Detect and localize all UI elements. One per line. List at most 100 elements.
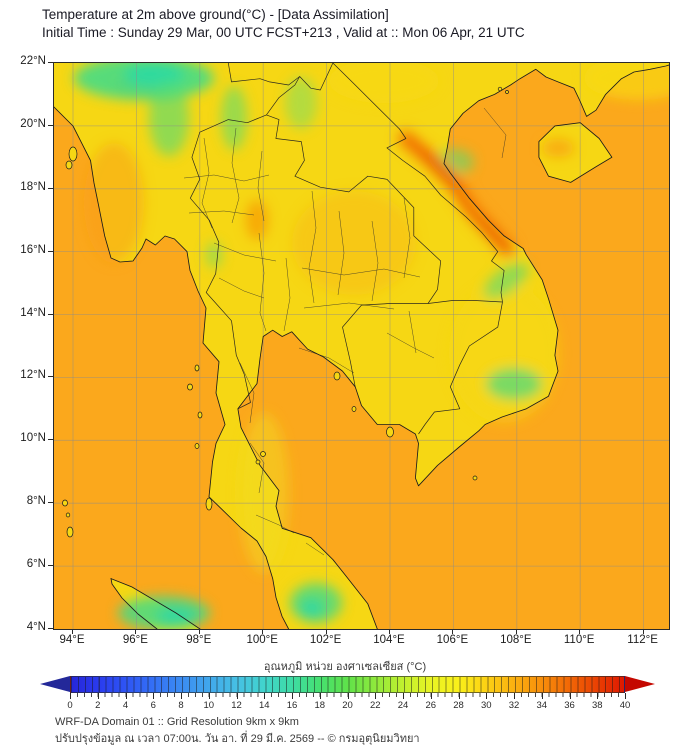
lon-tick-label: 108°E: [500, 634, 532, 646]
lon-tick-mark: [515, 629, 517, 634]
lat-tick-mark: [48, 124, 53, 126]
colorbar-tick-label: 40: [619, 700, 631, 711]
colorbar-gradient: [70, 676, 625, 693]
colorbar-tick-mark: [625, 693, 626, 699]
colorbar-tick-mark: [486, 693, 488, 699]
lat-tick-label: 16°N: [20, 243, 46, 256]
lon-tick-label: 102°E: [309, 634, 342, 646]
colorbar-tick-mark: [70, 693, 71, 699]
lon-tick-mark: [642, 629, 644, 634]
colorbar-tick-mark: [236, 693, 238, 699]
lat-tick-label: 8°N: [26, 495, 46, 508]
colorbar-tick-mark: [153, 693, 155, 699]
colorbar-tick-mark: [208, 693, 210, 699]
colorbar-tick-mark: [403, 693, 404, 699]
map-frame: [53, 62, 670, 630]
lon-tick-label: 96°E: [122, 634, 148, 646]
lat-tick-mark: [48, 502, 53, 504]
colorbar-tick-mark: [458, 693, 460, 699]
lat-tick-label: 14°N: [20, 306, 46, 319]
colorbar-tick-mark: [541, 693, 543, 699]
colorbar-tick-label: 4: [122, 700, 129, 711]
lon-tick-mark: [325, 629, 327, 634]
colorbar-tick-mark: [319, 693, 321, 699]
header: Temperature at 2m above ground(°C) - [Da…: [42, 6, 525, 42]
colorbar-right-arrow: [625, 676, 655, 692]
lat-tick-label: 6°N: [26, 558, 46, 571]
lon-tick-label: 106°E: [436, 634, 469, 646]
lon-tick-label: 98°E: [186, 634, 212, 646]
page-subtitle: Initial Time : Sunday 29 Mar, 00 UTC FCS…: [42, 25, 525, 40]
colorbar-segment-separators: [71, 677, 624, 692]
colorbar-tick-mark: [375, 693, 377, 699]
colorbar-tick-label: 20: [342, 700, 353, 711]
page-title: Temperature at 2m above ground(°C) - [Da…: [42, 7, 389, 22]
colorbar-tick-mark: [125, 693, 127, 699]
lat-tick-label: 18°N: [20, 180, 46, 193]
islands: [62, 86, 509, 538]
colorbar-left-arrow: [40, 676, 70, 692]
lon-tick-mark: [198, 629, 200, 634]
lon-tick-mark: [135, 629, 137, 634]
colorbar-tick-label: 10: [203, 700, 215, 711]
lat-tick-label: 20°N: [20, 117, 46, 130]
footer: WRF-DA Domain 01 :: Grid Resolution 9km …: [55, 714, 420, 747]
colorbar-tick-label: 22: [369, 700, 381, 711]
lon-tick-mark: [579, 629, 581, 634]
lat-tick-mark: [48, 376, 53, 378]
lon-tick-label: 110°E: [563, 634, 595, 646]
colorbar-tick-label: 30: [480, 700, 492, 711]
footer-domain-info: WRF-DA Domain 01 :: Grid Resolution 9km …: [55, 716, 299, 728]
lon-tick-mark: [389, 629, 390, 634]
lon-tick-label: 94°E: [59, 634, 85, 646]
lat-tick-mark: [48, 627, 53, 629]
colorbar-tick-label: 12: [231, 700, 242, 711]
temperature-map: [54, 63, 669, 629]
colorbar-tick-mark: [181, 693, 182, 699]
footer-update-info: ปรับปรุงข้อมูล ณ เวลา 07:00น. วัน อา. ที…: [55, 732, 420, 745]
lat-tick-mark: [48, 313, 53, 315]
colorbar-tick-label: 18: [314, 700, 326, 711]
province-borders: [183, 107, 507, 556]
hot-streak: [396, 129, 517, 258]
colorbar-tick-label: 2: [95, 700, 101, 711]
lon-tick-mark: [452, 629, 454, 634]
colorbar-tick-label: 36: [564, 700, 575, 711]
colorbar-tick-mark: [347, 693, 349, 699]
lon-tick-mark: [72, 629, 73, 634]
colorbar-tick-label: 28: [453, 700, 464, 711]
colorbar-tick-label: 14: [258, 700, 270, 711]
colorbar-tick-label: 34: [536, 700, 548, 711]
colorbar: [40, 676, 660, 693]
colorbar-tick-label: 0: [67, 700, 73, 711]
lon-tick-label: 100°E: [246, 634, 278, 646]
colorbar-tick-label: 38: [591, 700, 603, 711]
lat-tick-label: 22°N: [20, 55, 46, 67]
lat-tick-mark: [48, 250, 53, 252]
colorbar-tick-label: 32: [508, 700, 520, 711]
colorbar-tick-mark: [569, 693, 571, 699]
lat-tick-label: 12°N: [20, 369, 46, 382]
colorbar-tick-mark: [597, 693, 599, 699]
lat-tick-mark: [48, 62, 53, 63]
lat-tick-mark: [48, 187, 53, 189]
country-borders: [189, 63, 505, 435]
coastline: [54, 64, 669, 629]
colorbar-tick-label: 6: [150, 700, 156, 711]
lat-tick-mark: [48, 565, 53, 567]
colorbar-label: อุณหภูมิ หน่วย องศาเซลเซียส (°C): [263, 661, 427, 673]
colorbar-tick-mark: [264, 693, 266, 699]
colorbar-tick-mark: [514, 693, 515, 699]
colorbar-tick-mark: [292, 693, 293, 699]
colorbar-tick-label: 8: [178, 700, 184, 711]
gridlines: [54, 63, 669, 629]
colorbar-tick-label: 16: [286, 700, 298, 711]
lon-tick-label: 104°E: [373, 634, 405, 646]
colorbar-tick-mark: [97, 693, 99, 699]
lat-tick-label: 4°N: [26, 620, 46, 633]
colorbar-tick-label: 24: [397, 700, 409, 711]
lat-tick-mark: [48, 439, 53, 441]
lon-tick-mark: [262, 629, 264, 634]
colorbar-tick-mark: [430, 693, 432, 699]
lat-tick-label: 10°N: [20, 432, 46, 445]
